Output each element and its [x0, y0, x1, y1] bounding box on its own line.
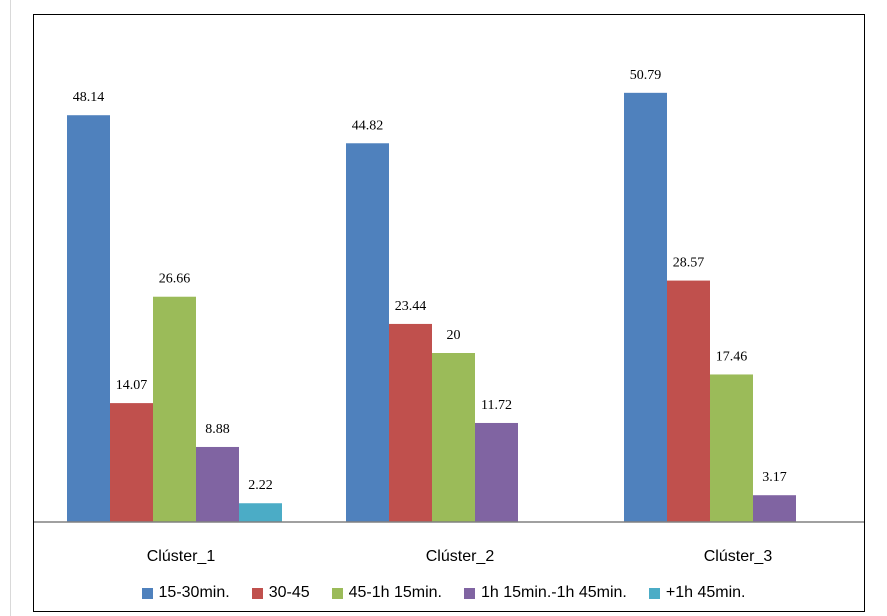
legend-label-2: 30-45	[268, 584, 310, 601]
value-label-2-series-4: 11.72	[481, 398, 512, 413]
value-label-2-series-3: 20	[447, 328, 461, 343]
bar-3-series-3	[710, 374, 753, 522]
legend-label-3: 45-1h 15min.	[348, 584, 442, 601]
value-label-3-series-1: 50.79	[630, 68, 662, 83]
value-label-3-series-4: 3.17	[762, 470, 787, 485]
value-labels-group: 48.14 14.07 26.66 8.88 2.22 44.82 23.44 20 11.72…	[73, 68, 787, 493]
legend-item-3: 45-1h 15min.	[331, 584, 442, 602]
legend-swatch-4	[464, 587, 475, 599]
value-label-1-series-1: 48.14	[73, 90, 105, 105]
category-label-1: Clúster_1	[147, 548, 216, 565]
bar-1-series-3	[153, 296, 196, 522]
bars-group	[67, 92, 796, 523]
bar-1-series-2	[110, 403, 153, 522]
value-label-1-series-3: 26.66	[159, 272, 191, 287]
bar-1-series-1	[67, 115, 110, 522]
legend-label-5: +1h 45min.	[665, 584, 746, 601]
legend-item-5: +1h 45min.	[648, 584, 746, 602]
legend-swatch-3	[331, 587, 343, 599]
legend-item-4: 1h 15min.-1h 45min.	[464, 584, 627, 602]
legend-swatch-2	[251, 587, 263, 599]
bar-3-series-1	[624, 92, 667, 523]
value-label-3-series-2: 28.57	[673, 256, 705, 271]
legend-swatch-5	[648, 587, 660, 599]
value-label-1-series-5: 2.22	[248, 478, 273, 493]
bar-1-series-4	[196, 446, 239, 522]
value-label-3-series-3: 17.46	[716, 349, 748, 364]
bar-2-series-1	[346, 143, 389, 522]
legend: 15-30min. 30-45 45-1h 15min. 1h 15min.-1h 4…	[0, 582, 887, 604]
legend-item-1: 15-30min.	[141, 584, 230, 602]
legend-swatch-1	[141, 587, 153, 599]
value-label-2-series-1: 44.82	[352, 118, 384, 133]
legend-label-1: 15-30min.	[158, 584, 230, 601]
value-label-1-series-4: 8.88	[205, 422, 230, 437]
bar-chart: 48.14 14.07 26.66 8.88 2.22 44.82 23.44 20 11.72…	[34, 68, 864, 565]
category-label-3: Clúster_3	[704, 548, 773, 565]
category-label-2: Clúster_2	[426, 548, 495, 565]
bar-3-series-2	[667, 280, 710, 522]
value-label-1-series-2: 14.07	[116, 378, 148, 393]
category-labels-group: Clúster_1 Clúster_2 Clúster_3	[147, 548, 773, 565]
bar-2-series-3	[432, 353, 475, 522]
bar-3-series-4	[753, 495, 796, 522]
bar-2-series-4	[475, 422, 518, 522]
legend-item-2: 30-45	[251, 584, 310, 602]
bar-2-series-2	[389, 323, 432, 522]
bar-1-series-5	[239, 503, 282, 522]
left-page-rule	[10, 0, 11, 616]
value-label-2-series-2: 23.44	[395, 299, 427, 314]
legend-label-4: 1h 15min.-1h 45min.	[481, 584, 627, 601]
